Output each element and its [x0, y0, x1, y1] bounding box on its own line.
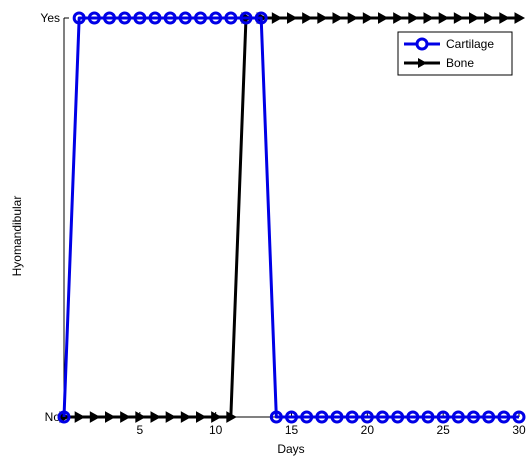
circle-marker [391, 410, 405, 424]
arrow-marker [393, 12, 404, 24]
arrow-marker [105, 411, 116, 423]
circle-marker [376, 410, 389, 424]
series-layer [57, 11, 526, 424]
x-tick-label: 10 [209, 423, 223, 437]
arrow-marker [514, 12, 526, 24]
circle-marker [239, 11, 253, 25]
x-tick-label: 5 [136, 423, 143, 437]
arrow-marker [271, 12, 283, 24]
circle-marker [72, 11, 86, 25]
arrow-marker [408, 12, 419, 24]
arrow-marker [211, 411, 222, 423]
x-tick-label: 15 [285, 423, 299, 437]
x-tick-label: 25 [436, 423, 450, 437]
circle-marker [497, 410, 511, 424]
circle-marker [285, 410, 298, 424]
circle-marker [451, 410, 465, 424]
legend-marker-bone [418, 58, 427, 68]
arrow-marker [287, 12, 298, 24]
arrow-marker [499, 12, 510, 24]
circle-marker [269, 410, 283, 424]
legend-label-cartilage: Cartilage [446, 37, 494, 51]
circle-marker [103, 11, 116, 25]
arrow-marker [302, 12, 313, 24]
arrow-marker [226, 411, 237, 423]
series-bone [59, 12, 526, 423]
circle-marker [345, 410, 359, 424]
circle-marker [406, 410, 420, 424]
arrow-marker [332, 12, 344, 24]
circle-marker [330, 410, 344, 424]
y-tick-label: Yes [40, 11, 60, 25]
circle-marker [57, 410, 71, 424]
arrow-marker [453, 12, 465, 24]
arrow-marker [469, 12, 480, 24]
arrow-marker [196, 411, 207, 423]
circle-marker [436, 410, 450, 424]
arrow-marker [423, 12, 435, 24]
circle-marker [148, 11, 162, 25]
arrow-marker [378, 12, 389, 24]
circle-marker [300, 410, 314, 424]
arrow-marker [74, 411, 86, 423]
series-line [62, 16, 519, 419]
circle-marker [224, 11, 238, 25]
circle-marker [315, 410, 329, 424]
arrow-marker [89, 411, 101, 423]
circle-marker [87, 11, 101, 25]
arrow-marker [120, 411, 131, 423]
series-cartilage [57, 11, 526, 424]
circle-marker [194, 11, 207, 25]
arrow-marker [135, 411, 146, 423]
arrow-marker [347, 12, 359, 24]
circle-marker [467, 410, 480, 424]
arrow-marker [180, 411, 192, 423]
circle-marker [163, 11, 177, 25]
arrow-marker [317, 12, 328, 24]
legend-marker-cartilage [415, 37, 429, 51]
circle-marker [118, 11, 132, 25]
arrow-marker [165, 411, 177, 423]
series-line [64, 16, 519, 419]
circle-marker [178, 11, 192, 25]
x-axis-label: Days [277, 442, 304, 456]
circle-marker [133, 11, 147, 25]
arrow-marker [438, 12, 450, 24]
circle-marker [512, 410, 526, 424]
legend-label-bone: Bone [446, 56, 474, 70]
circle-marker [209, 11, 223, 25]
circle-marker [360, 410, 374, 424]
arrow-marker [484, 12, 495, 24]
circle-marker [254, 11, 268, 25]
legend-box [397, 31, 513, 76]
legend: Cartilage Bone [397, 31, 513, 76]
arrow-marker [362, 12, 374, 24]
circle-marker [421, 410, 435, 424]
x-tick-label: 30 [512, 423, 526, 437]
circle-marker [482, 410, 496, 424]
arrow-marker [150, 411, 162, 423]
y-axis-label: Hyomandibular [10, 196, 24, 277]
y-tick-label: No [45, 410, 61, 424]
x-tick-label: 20 [361, 423, 375, 437]
